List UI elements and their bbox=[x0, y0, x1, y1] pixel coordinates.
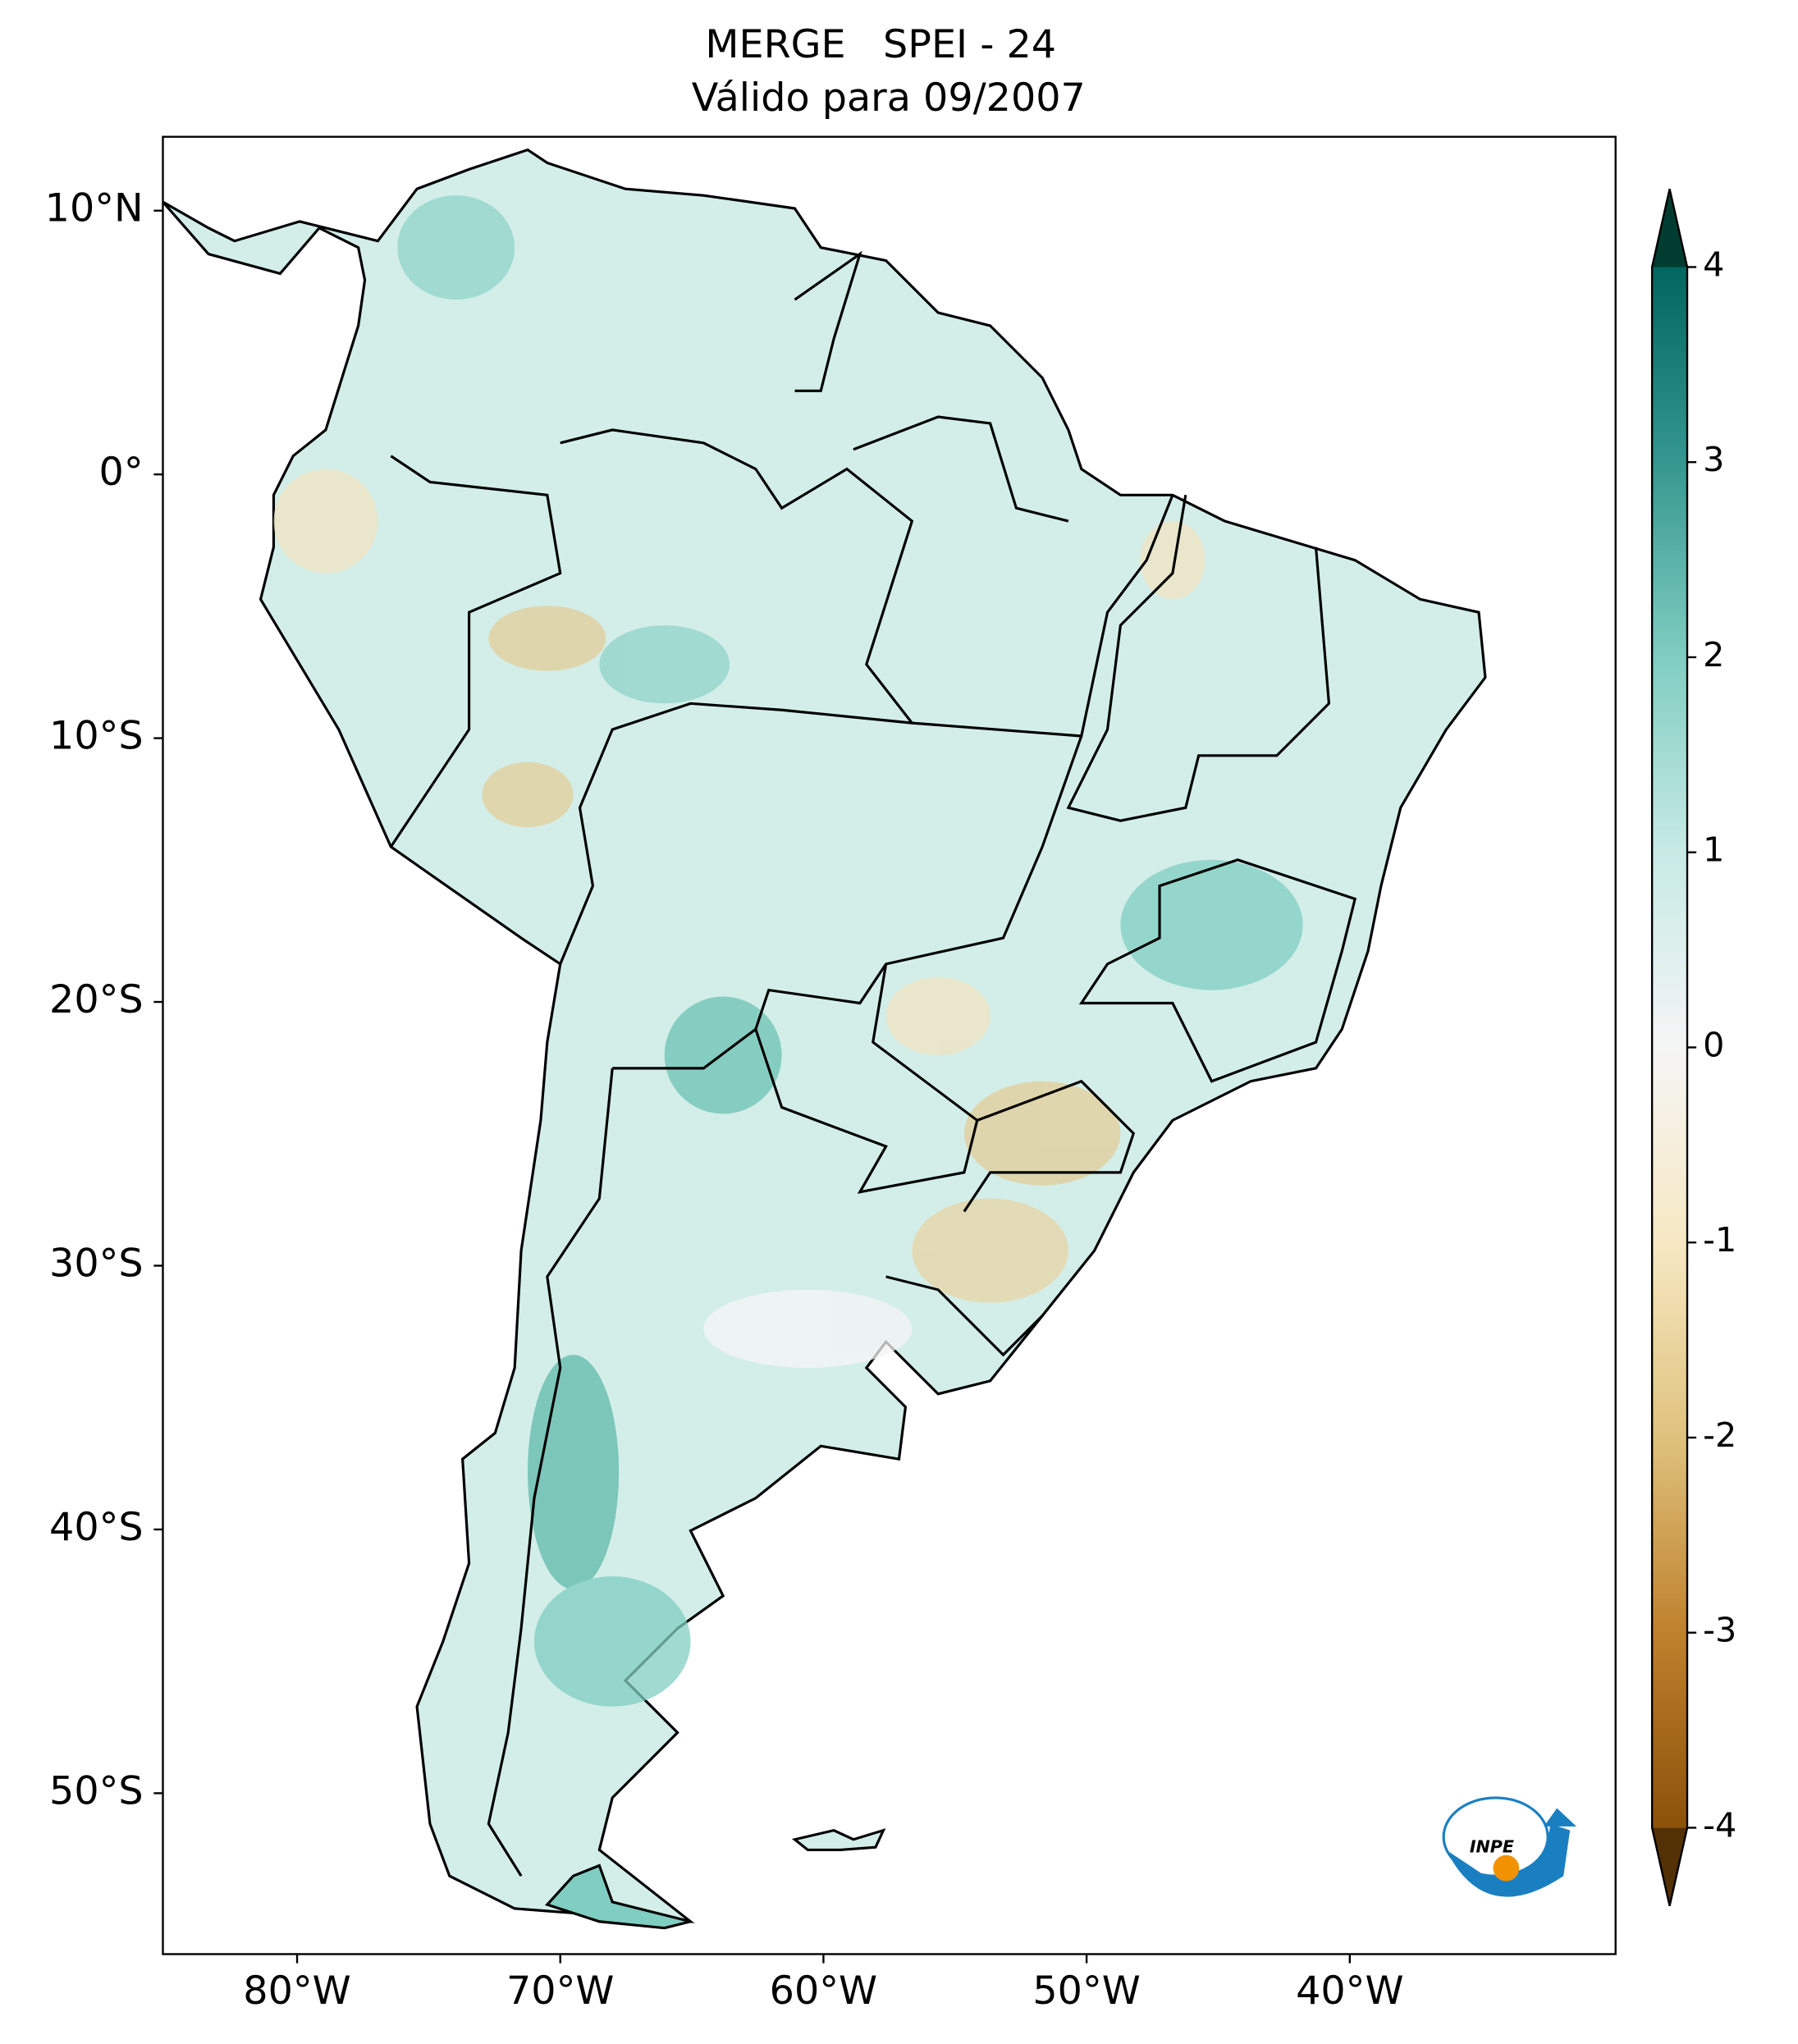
country-border bbox=[560, 428, 914, 725]
colorbar-extend-min bbox=[1652, 1827, 1688, 1906]
map bbox=[162, 148, 1487, 1930]
y-tick-label: 10°S bbox=[49, 714, 144, 759]
logo: INPE bbox=[1442, 1796, 1577, 1897]
x-tick-label: 70°W bbox=[506, 1969, 614, 2014]
country-border bbox=[1066, 495, 1331, 822]
country-border bbox=[963, 1079, 1136, 1213]
axis-ticks: 80°W 70°W 60°W 50°W 40°W 10°N 0° 10°S 20°S 30°S 40… bbox=[45, 186, 1404, 2014]
country-border bbox=[885, 1275, 1044, 1357]
country-border bbox=[612, 735, 1083, 1070]
x-tick-label: 40°W bbox=[1296, 1969, 1403, 2014]
colorbar-body bbox=[1652, 267, 1688, 1828]
chart-subtitle: Válido para 09/2007 bbox=[692, 75, 1086, 121]
country-border bbox=[487, 1068, 614, 1877]
colorbar-extend-max bbox=[1652, 189, 1688, 268]
country-border bbox=[853, 415, 1069, 523]
colorbar-tick-label: 4 bbox=[1703, 245, 1724, 284]
colorbar-tick-label: 1 bbox=[1703, 830, 1724, 870]
x-tick-label: 80°W bbox=[243, 1969, 350, 2014]
island bbox=[791, 1828, 886, 1852]
map-frame bbox=[162, 135, 1617, 1955]
colorbar-tick-label: -1 bbox=[1703, 1220, 1736, 1260]
colorbar-tick-label: -4 bbox=[1703, 1805, 1736, 1845]
colorbar-tick-label: 0 bbox=[1703, 1025, 1724, 1064]
colorbar-tick-label: 2 bbox=[1703, 635, 1724, 674]
y-tick-label: 40°S bbox=[49, 1505, 144, 1550]
anomaly-patches bbox=[273, 195, 1303, 1707]
island bbox=[545, 1863, 691, 1930]
y-tick-label: 20°S bbox=[49, 977, 144, 1022]
logo-text: INPE bbox=[1470, 1836, 1514, 1856]
country-border bbox=[754, 963, 979, 1194]
x-tick-label: 60°W bbox=[770, 1969, 877, 2014]
colorbar: -4 -3 -2 -1 0 1 2 3 4 bbox=[1650, 188, 1736, 1906]
chart-title: MERGE SPEI - 24 bbox=[705, 22, 1056, 67]
country-border bbox=[1078, 858, 1357, 1083]
country-border bbox=[390, 455, 562, 848]
colorbar-tick-label: -3 bbox=[1703, 1611, 1736, 1650]
y-tick-label: 10°N bbox=[45, 186, 144, 231]
country-border bbox=[794, 250, 862, 392]
colorbar-tick-label: -2 bbox=[1703, 1415, 1736, 1455]
colorbar-tick-label: 3 bbox=[1703, 440, 1724, 479]
y-tick-label: 0° bbox=[99, 450, 144, 495]
country-border bbox=[559, 494, 1174, 965]
x-tick-label: 50°W bbox=[1032, 1969, 1140, 2014]
y-tick-label: 50°S bbox=[49, 1768, 144, 1813]
y-tick-label: 30°S bbox=[49, 1241, 144, 1286]
